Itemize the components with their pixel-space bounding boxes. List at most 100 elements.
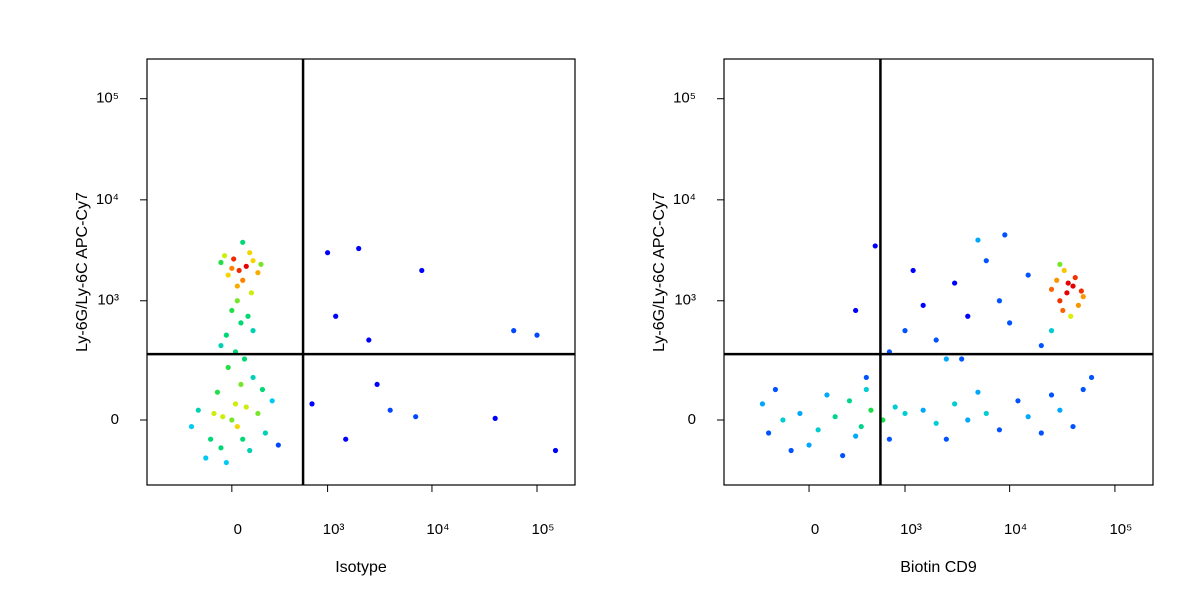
event-dot [780, 417, 786, 423]
x-tick-label: 10⁴ [1004, 521, 1027, 538]
event-dot [920, 302, 926, 308]
event-dot [223, 459, 229, 466]
event-dot [229, 417, 235, 423]
event-dot [1002, 232, 1008, 238]
event-dot [247, 447, 253, 454]
event-dot [262, 430, 268, 436]
event-dot [208, 436, 214, 442]
event-dot [492, 415, 498, 421]
y-axis-label: Ly-6G/Ly-6C APC-Cy7 [651, 192, 668, 352]
event-dot [1080, 386, 1086, 393]
event-dot [840, 452, 846, 459]
event-dot [258, 261, 264, 267]
event-dot [1068, 313, 1074, 319]
x-tick-label: 10³ [900, 521, 922, 538]
event-dot [552, 447, 559, 454]
event-dot [218, 259, 224, 266]
event-dot [223, 332, 229, 338]
event-dot [232, 401, 239, 407]
event-dot [863, 386, 869, 393]
y-tick-label: 10⁵ [96, 90, 119, 107]
event-dot [1054, 277, 1060, 283]
event-dot [975, 237, 981, 243]
x-axis-label: Biotin CD9 [900, 559, 977, 576]
x-tick-label: 10⁴ [426, 521, 449, 538]
event-dot [241, 356, 248, 362]
event-dot [195, 407, 201, 413]
event-dot [772, 386, 779, 393]
event-dot [309, 401, 315, 407]
event-dot [943, 436, 949, 442]
event-dot [902, 410, 908, 417]
event-dot [1057, 298, 1063, 304]
event-dot [824, 392, 830, 398]
event-dot [255, 270, 261, 276]
event-dot [248, 290, 254, 296]
event-dot [214, 389, 221, 395]
event-dot [324, 250, 331, 256]
event-dot [240, 277, 246, 283]
event-dot [1064, 290, 1070, 296]
event-dot [1078, 288, 1084, 294]
event-dot [247, 250, 253, 256]
event-dot [419, 267, 425, 274]
event-dot [759, 401, 766, 407]
event-dot [275, 442, 281, 448]
event-dot [1025, 414, 1031, 420]
plot-frame [723, 58, 1154, 486]
event-dot [853, 433, 859, 439]
event-dot [413, 414, 419, 420]
event-dot [920, 407, 926, 413]
event-dot [933, 420, 939, 426]
event-dot [225, 272, 231, 278]
event-dot [1025, 272, 1031, 278]
event-dot [229, 265, 235, 271]
event-dot [243, 404, 249, 410]
event-dot [229, 307, 235, 314]
event-dot [234, 423, 240, 430]
event-dot [259, 386, 266, 393]
event-dot [211, 410, 217, 417]
event-dot [188, 423, 195, 430]
event-dot [218, 342, 224, 349]
event-dot [1038, 342, 1044, 349]
event-dot [240, 436, 246, 442]
event-dot [975, 389, 981, 395]
y-axis-label: Ly-6G/Ly-6C APC-Cy7 [74, 192, 91, 352]
event-dot [815, 427, 821, 433]
event-dot [343, 436, 349, 442]
event-dot [965, 417, 971, 423]
x-tick-label: 10⁵ [1109, 521, 1132, 538]
y-tick-label: 10⁵ [673, 90, 696, 107]
event-dot [910, 267, 916, 274]
event-dot [250, 328, 256, 334]
event-dot [221, 253, 228, 259]
event-dot [220, 414, 226, 420]
event-dot [234, 283, 240, 289]
event-dot [1070, 423, 1076, 430]
event-dot [238, 320, 244, 326]
event-dot [868, 407, 874, 413]
event-dot [366, 337, 372, 343]
x-axis-label: Isotype [335, 559, 387, 576]
event-dot [1065, 280, 1071, 286]
event-dot [943, 356, 949, 362]
event-dot [892, 404, 898, 410]
event-dot [269, 398, 275, 404]
y-tick-label: 10⁴ [96, 191, 119, 208]
y-tick-label: 0 [688, 411, 696, 428]
event-dot [250, 374, 256, 381]
plot: 0 10³ 10⁴ 10⁵ 0 10³ 10⁴ 10⁵ Isotype Ly-6G/Ly-6C A… [74, 58, 576, 576]
event-dot [387, 407, 393, 413]
x-tick-label: 0 [811, 521, 819, 538]
event-dot [374, 381, 380, 388]
event-dot [902, 328, 908, 334]
y-tick-label: 10³ [674, 292, 696, 309]
event-dot [234, 298, 240, 304]
x-tick-label: 0 [234, 521, 242, 538]
event-dot [806, 442, 812, 448]
event-dot [333, 313, 339, 319]
x-tick-label: 10⁵ [532, 521, 555, 538]
x-tick-label: 10³ [323, 521, 345, 538]
